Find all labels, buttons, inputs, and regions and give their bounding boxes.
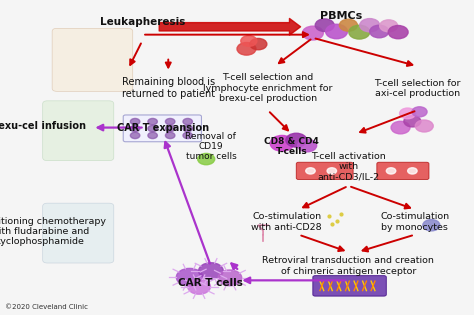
Circle shape [412,107,427,117]
Text: ©2020 Cleveland Clinic: ©2020 Cleveland Clinic [5,304,88,310]
Circle shape [148,118,157,125]
Text: Retroviral transduction and creation
of chimeric antigen receptor: Retroviral transduction and creation of … [263,256,434,276]
Circle shape [286,133,307,147]
Circle shape [326,24,347,39]
Text: Co-stimulation
with anti-CD28: Co-stimulation with anti-CD28 [252,212,322,232]
FancyBboxPatch shape [123,115,201,142]
Circle shape [404,116,421,127]
FancyBboxPatch shape [313,276,386,296]
Text: CD8 & CD4
T-cells: CD8 & CD4 T-cells [264,137,319,156]
Circle shape [306,168,315,174]
Text: T-cell activation
with
anti-CD3/IL-2: T-cell activation with anti-CD3/IL-2 [311,152,386,182]
Text: T-cell selection and
lymphocyte enrichment for
brexu-cel production: T-cell selection and lymphocyte enrichme… [203,73,333,103]
FancyBboxPatch shape [43,203,114,263]
FancyBboxPatch shape [43,101,114,161]
Circle shape [130,125,140,132]
Circle shape [165,132,175,139]
Circle shape [183,132,192,139]
Circle shape [183,125,192,132]
Text: T-cell selection for
axi-cel production: T-cell selection for axi-cel production [374,78,460,98]
Text: Remaining blood is
returned to patient: Remaining blood is returned to patient [122,77,215,99]
Circle shape [165,118,175,125]
Circle shape [199,263,223,279]
Circle shape [415,120,433,132]
Circle shape [370,25,389,38]
Circle shape [188,279,210,294]
Circle shape [349,25,370,39]
Circle shape [148,132,157,139]
Circle shape [388,26,408,39]
Circle shape [218,270,242,286]
Circle shape [423,220,440,231]
FancyBboxPatch shape [377,162,429,180]
Circle shape [400,108,416,119]
FancyBboxPatch shape [52,28,133,91]
Circle shape [327,168,337,174]
Text: Brexu-cel infusion: Brexu-cel infusion [0,121,85,131]
Text: Leukapheresis: Leukapheresis [100,17,185,27]
Circle shape [360,19,380,32]
FancyArrowPatch shape [159,19,301,35]
Text: Co-stimulation
by monocytes: Co-stimulation by monocytes [380,212,449,232]
Circle shape [339,19,357,31]
Circle shape [270,135,294,151]
Circle shape [237,43,256,55]
Circle shape [241,36,257,46]
Circle shape [165,125,175,132]
Circle shape [198,153,215,165]
Circle shape [386,168,396,174]
Text: CAR T cells: CAR T cells [179,278,243,289]
Circle shape [130,132,140,139]
FancyBboxPatch shape [296,162,353,180]
Circle shape [250,38,267,50]
Circle shape [176,268,203,286]
Circle shape [408,168,417,174]
Circle shape [391,121,410,134]
Text: Conditioning chemotherapy
with fludarabine and
cyclophosphamide: Conditioning chemotherapy with fludarabi… [0,217,106,246]
Circle shape [302,26,323,40]
Circle shape [183,118,192,125]
Circle shape [148,125,157,132]
Circle shape [315,19,334,32]
Circle shape [298,139,317,152]
Text: PBMCs: PBMCs [320,11,363,21]
Circle shape [130,118,140,125]
Text: CAR T expansion: CAR T expansion [118,123,210,133]
Circle shape [380,20,398,32]
Text: Removal of
CD19
tumor cells: Removal of CD19 tumor cells [185,132,237,161]
